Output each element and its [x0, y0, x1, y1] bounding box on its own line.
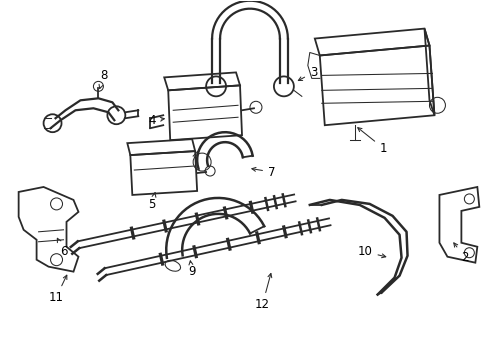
- Text: 6: 6: [57, 238, 68, 258]
- Text: 3: 3: [298, 66, 317, 81]
- Text: 5: 5: [148, 193, 156, 211]
- Text: 10: 10: [358, 245, 386, 258]
- Text: 9: 9: [188, 261, 196, 278]
- Text: 7: 7: [252, 166, 275, 179]
- Text: 8: 8: [99, 69, 108, 89]
- Text: 1: 1: [358, 128, 387, 155]
- Text: 4: 4: [148, 114, 164, 127]
- Text: 2: 2: [454, 243, 469, 264]
- Text: 12: 12: [255, 274, 272, 311]
- Text: 11: 11: [49, 275, 67, 304]
